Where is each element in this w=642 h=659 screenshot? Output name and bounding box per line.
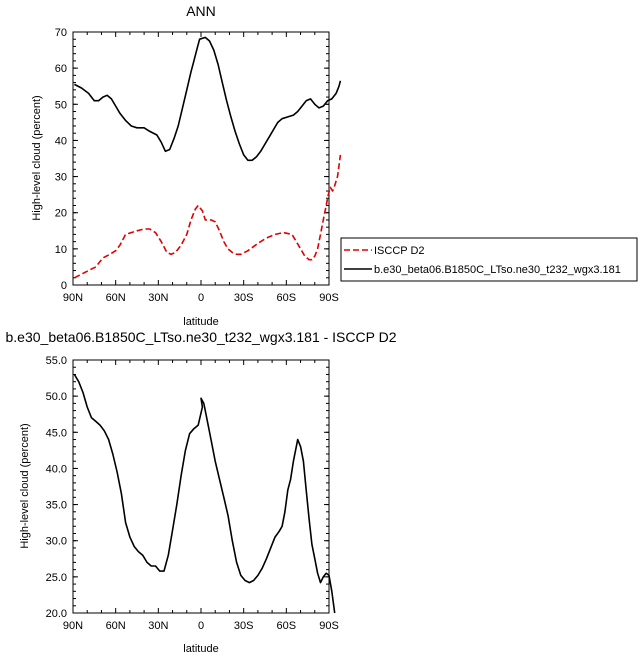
top-y-tick-label: 0 [61,280,67,292]
top-x-axis-label: latitude [183,316,218,328]
bottom-y-tick-label: 40.0 [46,463,67,475]
bottom-series-line-0 [73,374,336,614]
top-series-line-0 [74,154,342,279]
top-y-axis-label: High-level cloud (percent) [31,95,43,220]
bottom-y-tick-label: 50.0 [46,391,67,403]
bottom-x-tick-label: 0 [198,620,204,632]
top-y-tick-label: 60 [55,63,67,75]
top-x-tick-label: 60S [277,292,297,304]
legend: ISCCP D2 b.e30_beta06.B1850C_LTso.ne30_t… [340,237,638,282]
top-x-tick-label: 60N [106,292,126,304]
bottom-x-tick-label: 90N [63,620,83,632]
bottom-y-tick-label: 45.0 [46,427,67,439]
top-y-tick-label: 50 [55,99,67,111]
top-x-tick-label: 30S [234,292,254,304]
bottom-y-tick-label: 30.0 [46,536,67,548]
legend-label-model: b.e30_beta06.B1850C_LTso.ne30_t232_wgx3.… [374,264,621,276]
top-series-group [74,36,342,279]
bottom-axis-ticks: 90N 60N 30N 0 30S 60S 90S 20.0 25.0 30.0 35.0 40.0 4… [46,355,339,632]
bottom-x-tick-label: 60S [277,620,297,632]
bottom-chart-title: b.e30_beta06.B1850C_LTso.ne30_t232_wgx3.… [6,329,397,345]
top-x-tick-label: 90S [319,292,339,304]
bottom-x-tick-label: 30S [234,620,254,632]
top-series-line-1 [74,36,342,162]
top-y-tick-label: 10 [55,244,67,256]
legend-box [340,237,638,282]
bottom-y-tick-label: 25.0 [46,572,67,584]
top-chart-title: ANN [186,3,216,19]
top-x-tick-label: 90N [63,292,83,304]
top-plot-frame [72,31,330,286]
bottom-series-group [73,374,336,614]
bottom-x-tick-label: 30N [148,620,168,632]
top-y-tick-label: 30 [55,172,67,184]
top-y-tick-label: 20 [55,208,67,220]
top-y-tick-label: 40 [55,135,67,147]
top-x-tick-label: 0 [198,292,204,304]
legend-label-isccp: ISCCP D2 [374,245,425,257]
bottom-y-tick-label: 55.0 [46,355,67,367]
top-axis-ticks: 90N 60N 30N 0 30S 60S 90S 0 10 20 30 40 50 60 70 [55,27,339,304]
bottom-x-tick-label: 60N [106,620,126,632]
bottom-y-tick-label: 20.0 [46,608,67,620]
bottom-y-tick-label: 35.0 [46,500,67,512]
bottom-x-axis-label: latitude [183,643,218,655]
top-x-tick-label: 30N [148,292,168,304]
bottom-y-axis-label: High-level cloud (percent) [19,423,31,548]
bottom-x-tick-label: 90S [319,620,339,632]
top-y-tick-label: 70 [55,27,67,39]
